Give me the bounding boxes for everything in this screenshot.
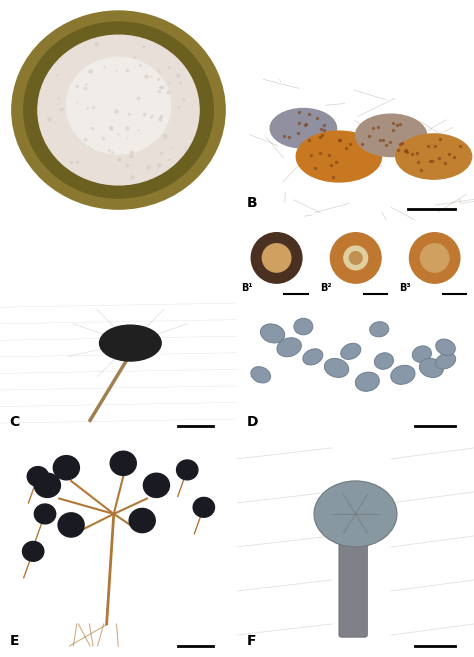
Ellipse shape: [370, 322, 389, 337]
Circle shape: [110, 451, 137, 476]
Circle shape: [27, 466, 49, 486]
Text: E: E: [9, 634, 19, 648]
Ellipse shape: [341, 344, 361, 359]
Circle shape: [262, 244, 291, 272]
Text: B²: B²: [320, 283, 332, 292]
Text: B: B: [246, 196, 257, 210]
Circle shape: [34, 504, 56, 524]
FancyBboxPatch shape: [339, 533, 367, 637]
Circle shape: [396, 134, 472, 179]
Circle shape: [58, 513, 84, 537]
Ellipse shape: [419, 358, 443, 378]
Circle shape: [251, 233, 302, 283]
Ellipse shape: [251, 367, 271, 383]
Circle shape: [296, 131, 382, 182]
Circle shape: [35, 473, 61, 497]
Ellipse shape: [303, 349, 323, 365]
Ellipse shape: [436, 339, 456, 355]
Ellipse shape: [412, 346, 431, 363]
Circle shape: [66, 57, 171, 154]
Circle shape: [38, 35, 199, 185]
Ellipse shape: [277, 338, 301, 357]
Text: F: F: [246, 634, 256, 648]
Text: B³: B³: [399, 283, 411, 292]
Circle shape: [356, 114, 427, 156]
Circle shape: [53, 455, 79, 480]
Text: B¹: B¹: [241, 283, 253, 292]
Ellipse shape: [391, 365, 415, 384]
Circle shape: [176, 460, 198, 480]
Ellipse shape: [356, 372, 379, 392]
Ellipse shape: [260, 324, 285, 343]
Ellipse shape: [314, 481, 397, 547]
Circle shape: [23, 541, 44, 561]
Text: A: A: [9, 194, 21, 209]
Circle shape: [12, 11, 225, 209]
Ellipse shape: [324, 359, 349, 377]
Ellipse shape: [436, 353, 456, 369]
Circle shape: [410, 233, 460, 283]
Text: C: C: [9, 415, 20, 428]
Text: D: D: [246, 415, 258, 428]
Circle shape: [349, 252, 362, 264]
Ellipse shape: [374, 353, 393, 369]
Circle shape: [193, 497, 214, 517]
Circle shape: [129, 509, 155, 533]
Ellipse shape: [294, 318, 313, 335]
Circle shape: [143, 473, 170, 497]
Circle shape: [330, 233, 381, 283]
Circle shape: [100, 325, 161, 361]
Circle shape: [344, 246, 368, 270]
Circle shape: [270, 108, 337, 148]
Circle shape: [24, 22, 213, 198]
Circle shape: [420, 244, 449, 272]
